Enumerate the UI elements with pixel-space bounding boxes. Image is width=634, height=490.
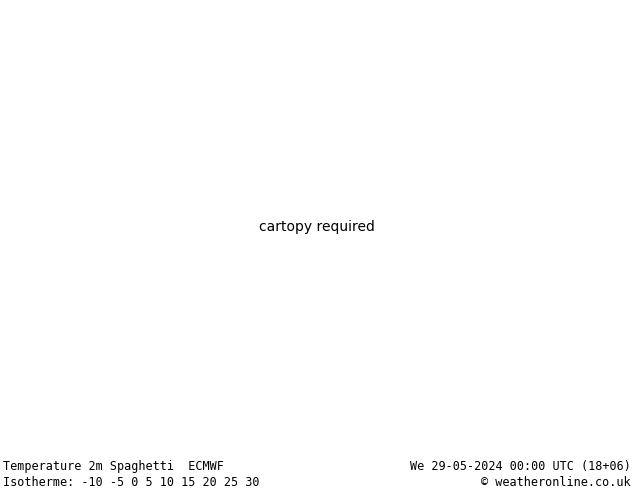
Text: cartopy required: cartopy required — [259, 220, 375, 234]
Text: Temperature 2m Spaghetti  ECMWF: Temperature 2m Spaghetti ECMWF — [3, 460, 224, 473]
Text: We 29-05-2024 00:00 UTC (18+06): We 29-05-2024 00:00 UTC (18+06) — [410, 460, 631, 473]
Text: Isotherme: -10 -5 0 5 10 15 20 25 30: Isotherme: -10 -5 0 5 10 15 20 25 30 — [3, 476, 260, 489]
Text: © weatheronline.co.uk: © weatheronline.co.uk — [481, 476, 631, 489]
